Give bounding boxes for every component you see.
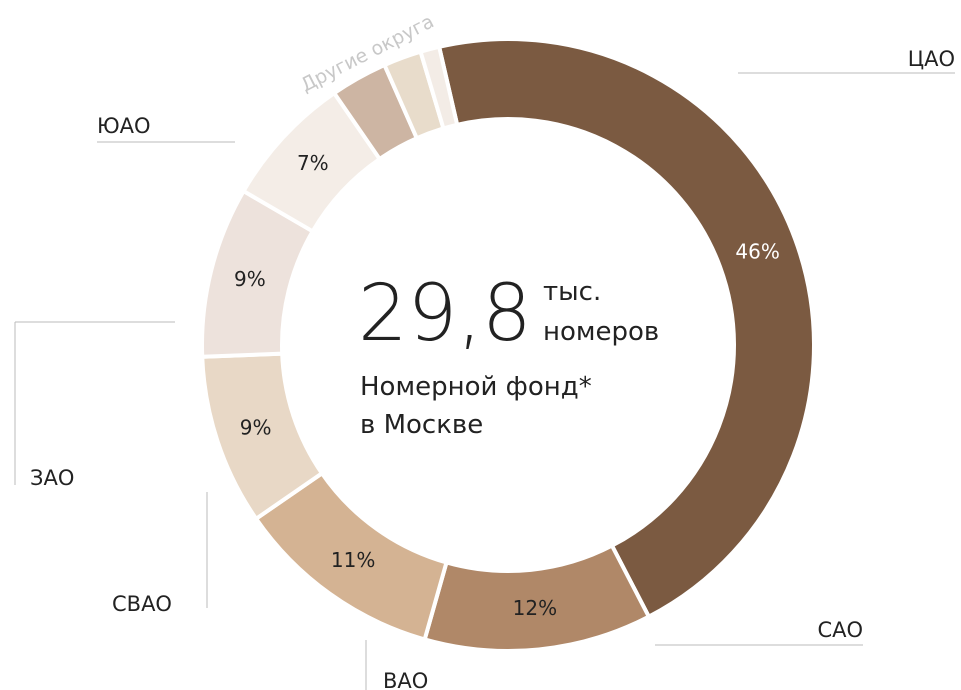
category-label: ВАО: [383, 669, 428, 690]
value-label: 46%: [735, 240, 779, 264]
donut-segment: [436, 37, 816, 620]
category-label: САО: [817, 618, 863, 642]
category-label: ЗАО: [30, 466, 74, 490]
value-label: 12%: [513, 596, 557, 620]
category-label: СВАО: [112, 592, 172, 616]
value-label: 9%: [234, 267, 266, 291]
donut: 46% 12% 11% 9% 9% 7%: [200, 37, 816, 653]
leader-lines: [14, 72, 955, 690]
center-caption: Номерной фонд*: [360, 372, 592, 402]
center-unit: тыс.: [543, 277, 601, 307]
category-label: ЦАО: [908, 47, 955, 71]
value-label: 11%: [331, 548, 375, 572]
center-value: 29,8: [358, 269, 532, 359]
center-unit: номеров: [543, 317, 659, 347]
donut-segment: [418, 44, 460, 131]
center-caption: в Москве: [360, 410, 483, 440]
value-label: 7%: [297, 151, 329, 175]
value-label: 9%: [240, 415, 272, 439]
category-label: ЮАО: [97, 114, 151, 138]
